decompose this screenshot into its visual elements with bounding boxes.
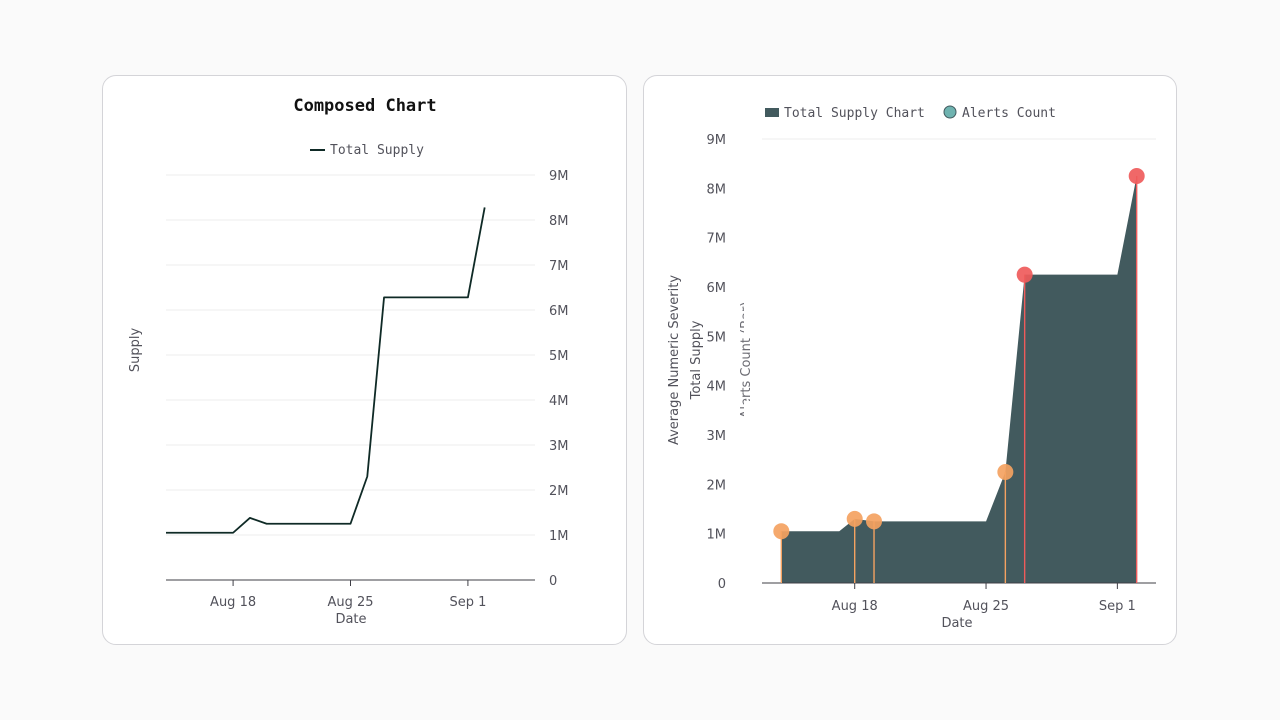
composed-chart-card: Composed Chart Total Supply Supply Date … xyxy=(102,75,627,645)
x-tick-label: Aug 25 xyxy=(963,599,1009,614)
alert-dot xyxy=(1016,266,1033,283)
y-axis-title: Supply xyxy=(128,328,143,373)
y-tick-label: 3M xyxy=(549,439,569,454)
y-tick-label: 5M xyxy=(707,330,727,345)
chart-legend[interactable]: Total Supply xyxy=(310,143,424,158)
y-tick-label: 9M xyxy=(707,133,727,148)
y-tick-label: 9M xyxy=(549,169,569,184)
y-tick-label: 6M xyxy=(707,281,727,296)
x-axis-title: Date xyxy=(941,616,972,631)
y-tick-label: 4M xyxy=(549,394,569,409)
alert-dot xyxy=(866,513,883,530)
grid xyxy=(166,174,535,536)
plot-area xyxy=(781,176,1137,583)
chart-title: Composed Chart xyxy=(293,96,436,116)
x-tick-label: Sep 1 xyxy=(449,595,486,610)
y-axis-title-supply: Total Supply xyxy=(689,320,704,400)
x-tick-label: Aug 18 xyxy=(210,595,256,610)
y-tick-label: 7M xyxy=(549,259,569,274)
label-clip-mask xyxy=(744,287,760,335)
y-tick-label: 4M xyxy=(707,380,727,395)
supply-alerts-chart: Total Supply Chart Alerts Count Average … xyxy=(667,105,1156,631)
y-axis: 0 1M 2M 3M 4M 5M 6M 7M 8M 9M xyxy=(549,169,569,589)
y-tick-label: 0 xyxy=(718,577,726,592)
legend-label-total-supply-chart: Total Supply Chart xyxy=(784,106,925,121)
series-line-total-supply xyxy=(166,207,486,534)
label-clip-mask xyxy=(744,401,760,461)
alert-dot xyxy=(773,523,790,540)
y-tick-label: 1M xyxy=(707,528,727,543)
x-tick-label: Aug 25 xyxy=(327,595,373,610)
alert-dot xyxy=(997,464,1014,480)
legend-label-alerts-count: Alerts Count xyxy=(962,106,1056,121)
y-tick-label: 8M xyxy=(707,182,727,197)
supply-alerts-chart-card: Total Supply Chart Alerts Count Average … xyxy=(643,75,1177,645)
y-axis: 0 1M 2M 3M 4M 5M 6M 7M 8M 9M xyxy=(707,133,1156,592)
plot-area xyxy=(166,207,486,534)
y-tick-label: 2M xyxy=(549,484,569,499)
chart-legend[interactable]: Total Supply Chart Alerts Count xyxy=(765,105,1056,121)
y-tick-label: 6M xyxy=(549,304,569,319)
x-tick-label: Aug 18 xyxy=(832,599,878,614)
area-total-supply xyxy=(781,176,1137,583)
x-tick-label: Sep 1 xyxy=(1099,599,1136,614)
y-tick-label: 0 xyxy=(549,574,557,589)
alert-markers xyxy=(773,168,1145,583)
legend-swatch-total-supply xyxy=(765,108,779,117)
x-axis: Aug 18 Aug 25 Sep 1 xyxy=(762,582,1156,614)
alert-dot xyxy=(846,510,863,527)
x-axis-title: Date xyxy=(335,612,366,627)
y-tick-label: 8M xyxy=(549,214,569,229)
composed-chart: Composed Chart Total Supply Supply Date … xyxy=(128,96,569,627)
y-tick-label: 7M xyxy=(707,232,727,247)
y-tick-label: 2M xyxy=(707,478,727,493)
legend-label-total-supply: Total Supply xyxy=(330,143,424,158)
y-axis-title-severity: Average Numeric Severity xyxy=(667,275,682,445)
legend-swatch-alerts-count xyxy=(943,105,957,119)
alert-dot xyxy=(1128,168,1145,184)
x-axis: Aug 18 Aug 25 Sep 1 xyxy=(166,579,535,610)
y-tick-label: 1M xyxy=(549,529,569,544)
y-tick-label: 3M xyxy=(707,429,727,444)
y-tick-label: 5M xyxy=(549,349,569,364)
